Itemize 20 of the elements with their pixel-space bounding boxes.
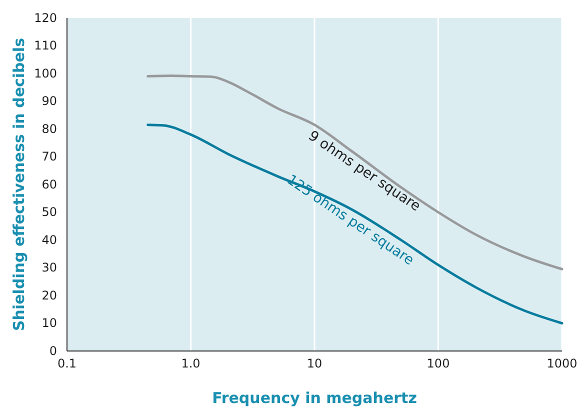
y-tick-label: 80 <box>42 122 57 136</box>
y-tick-label: 60 <box>42 177 57 192</box>
y-tick-label: 120 <box>34 10 57 25</box>
y-tick-label: 40 <box>42 232 57 247</box>
x-axis-title: Frequency in megahertz <box>212 389 418 407</box>
y-tick-label: 100 <box>34 66 57 80</box>
y-tick-label: 30 <box>42 260 57 275</box>
y-tick-label: 110 <box>34 38 57 53</box>
x-tick-label: 1.0 <box>181 356 200 371</box>
y-axis-title: Shielding effectiveness in decibels <box>10 38 28 332</box>
y-tick-label: 50 <box>42 205 57 220</box>
y-tick-label: 70 <box>42 150 57 164</box>
y-tick-label: 0 <box>49 344 57 358</box>
x-tick-label: 1000 <box>546 356 578 371</box>
x-tick-label: 10 <box>306 356 322 371</box>
y-tick-label: 10 <box>42 316 57 330</box>
x-tick-label: 100 <box>426 356 450 371</box>
y-tick-label: 20 <box>42 288 57 302</box>
y-tick-label: 90 <box>42 94 57 108</box>
x-tick-label: 0.1 <box>57 356 77 371</box>
